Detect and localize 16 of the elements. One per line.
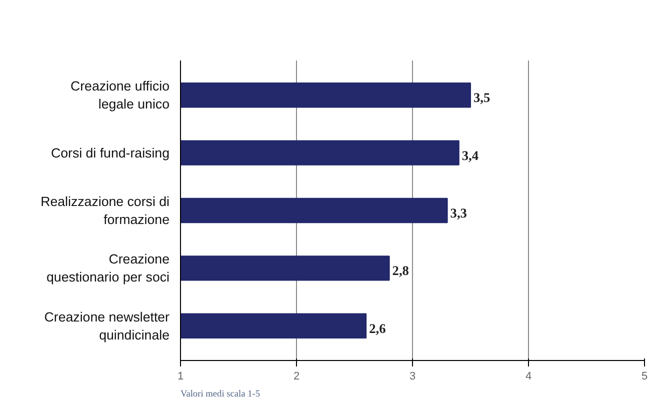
y-tick-label: Creazione newsletter quindicinale [44,309,170,342]
data-label: 2,8 [392,263,410,278]
data-label: 2,6 [369,320,386,336]
x-tick-label: 1 [177,370,184,382]
y-tick-label: Creazione questionario per soci [46,252,170,285]
data-label: 3,3 [450,206,468,220]
x-tick-label: 3 [409,370,416,382]
x-tick-label: 5 [641,370,648,382]
x-tick-label: 2 [293,370,300,382]
data-label: 3,4 [462,148,479,163]
y-tick-label: Corsi di fund-raising [50,145,170,160]
y-tick-label: Realizzazione corsi di formazione [40,194,170,227]
text: Valori medi scala 1-5 [180,390,260,400]
x-tick-label: 4 [525,370,532,382]
data-label: 3,5 [474,90,490,106]
y-tick-label: Creazione ufficio legale unico [70,78,170,112]
